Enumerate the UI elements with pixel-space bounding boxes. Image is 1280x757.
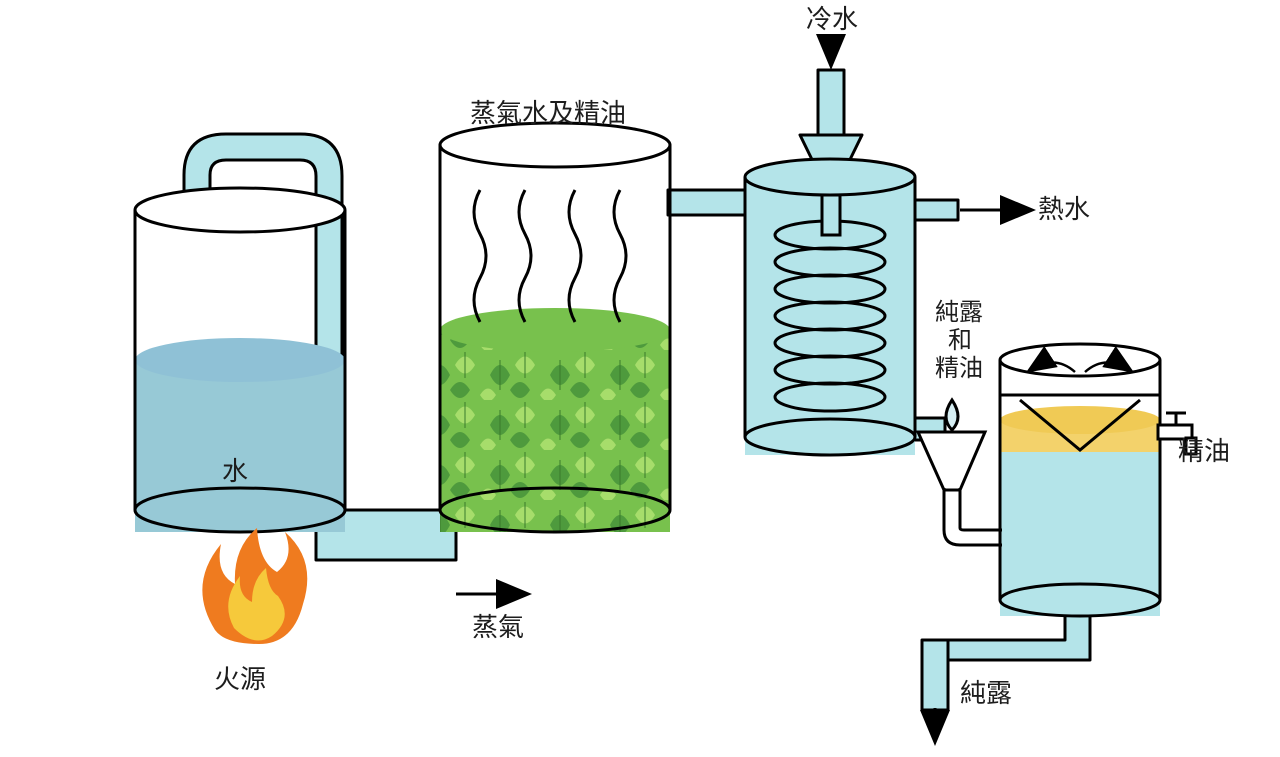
coil-feed <box>822 195 840 235</box>
label-hot-water: 熱水 <box>1038 194 1090 224</box>
plant-still-vessel <box>440 123 670 532</box>
label-steam-and-oil: 蒸氣水及精油 <box>470 98 626 128</box>
label-cold-water: 冷水 <box>806 4 858 34</box>
distillation-diagram: 冷水 蒸氣水及精油 熱水 水 火源 蒸氣 精油 純露 純露 和 精油 <box>0 0 1280 757</box>
droplet-icon <box>946 400 958 430</box>
label-steam: 蒸氣 <box>472 612 524 642</box>
separator-vessel <box>1000 344 1196 616</box>
fire-icon <box>202 528 307 644</box>
condenser-vessel <box>745 159 915 455</box>
label-hydrosol-and-oil: 純露 和 精油 <box>935 299 990 382</box>
label-fire: 火源 <box>214 664 266 694</box>
steam-waves <box>474 190 626 322</box>
collection-funnel <box>918 400 985 490</box>
funnel-to-separator <box>944 488 1002 545</box>
label-water: 水 <box>222 456 248 486</box>
pipe-hydrosol-down <box>922 640 948 710</box>
label-hydrosol: 純露 <box>960 678 1012 708</box>
label-oil: 精油 <box>1178 436 1230 466</box>
